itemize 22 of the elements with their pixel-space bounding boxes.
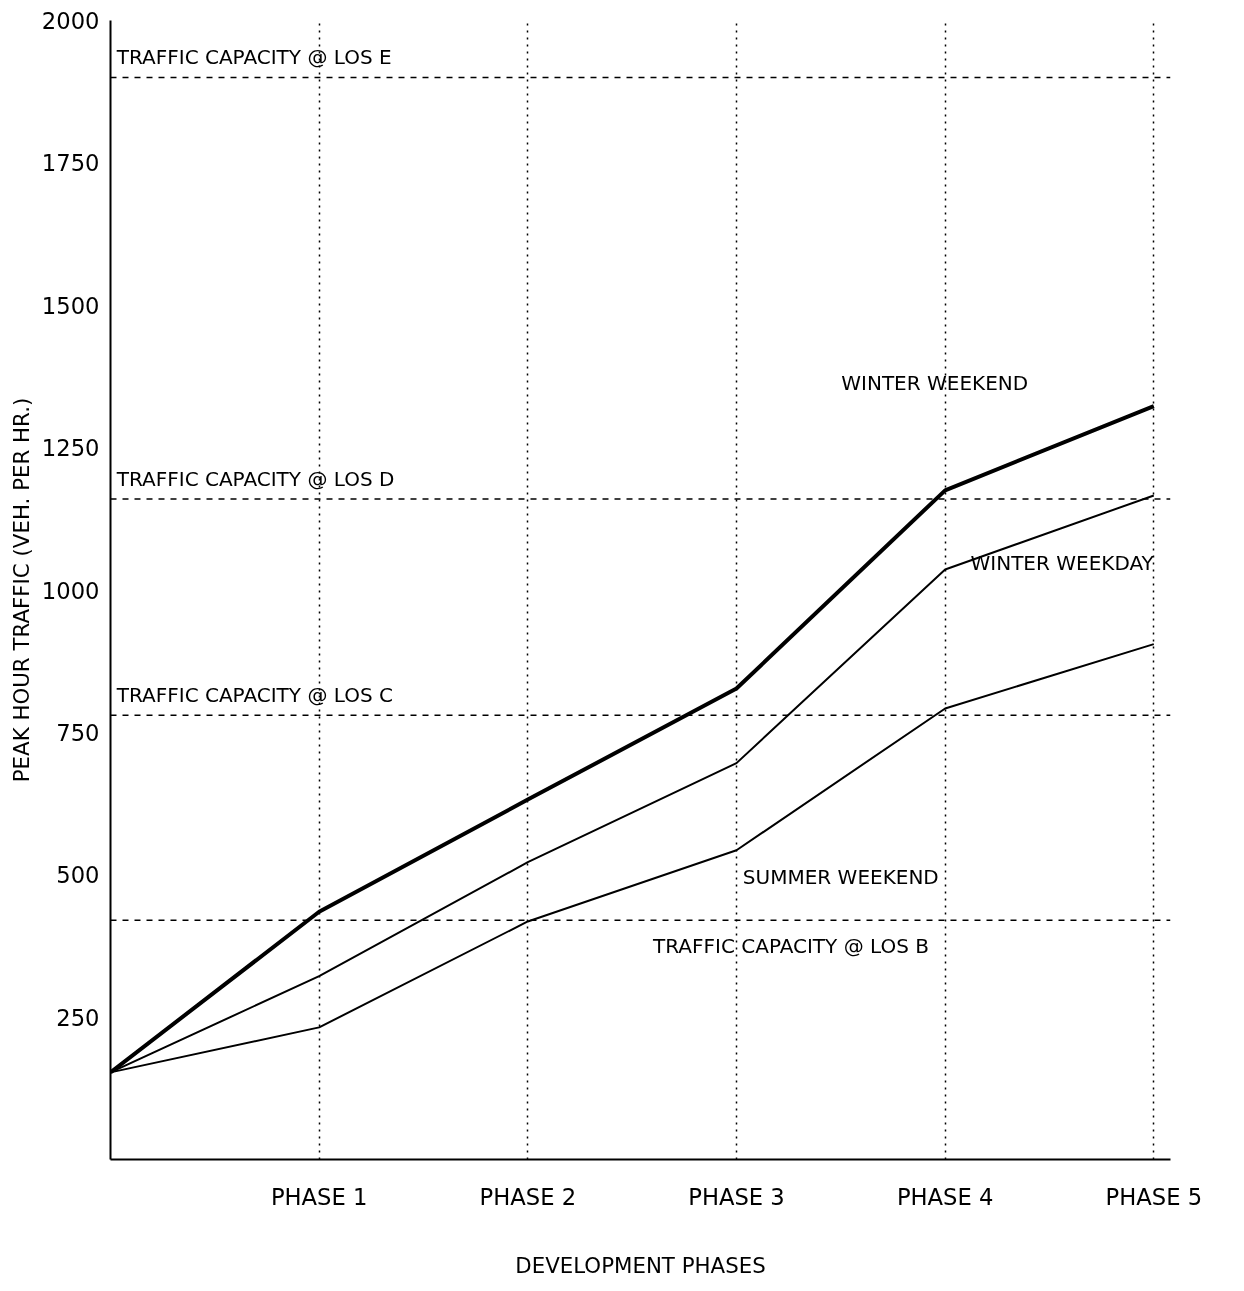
- text: WINTER WEEKEND: [841, 371, 1029, 396]
- x-tick-label: PHASE 3: [688, 1183, 785, 1210]
- x-tick-label: PHASE 2: [479, 1183, 577, 1210]
- ref-line-label: TRAFFIC CAPACITY @ LOS D: [115, 466, 395, 491]
- ref-line-label: TRAFFIC CAPACITY @ LOS B: [652, 934, 929, 959]
- y-tick-label: 250: [56, 1004, 100, 1031]
- series-label: SUMMER WEEKEND: [742, 865, 939, 890]
- x-tick-label: PHASE 4: [896, 1183, 994, 1210]
- ref-line-label: TRAFFIC CAPACITY @ LOS E: [115, 45, 392, 70]
- y-tick-label: 1000: [41, 577, 100, 604]
- x-tick-label: PHASE 1: [270, 1183, 368, 1210]
- y-tick-label: 750: [56, 719, 100, 746]
- y-tick-label: 2000: [41, 8, 100, 34]
- y-tick-label: 1750: [41, 150, 100, 177]
- y-axis-title: PEAK HOUR TRAFFIC (VEH. PER HR.): [8, 397, 34, 783]
- series-label: WINTER WEEKDAY: [970, 551, 1155, 576]
- y-tick-label: 1500: [41, 292, 100, 319]
- ref-line-label: TRAFFIC CAPACITY @ LOS C: [115, 683, 393, 708]
- x-tick-label: PHASE 5: [1105, 1183, 1203, 1210]
- x-axis-title: DEVELOPMENT PHASES: [515, 1252, 766, 1278]
- y-tick-label: 1250: [41, 435, 100, 462]
- y-tick-label: 500: [56, 862, 100, 889]
